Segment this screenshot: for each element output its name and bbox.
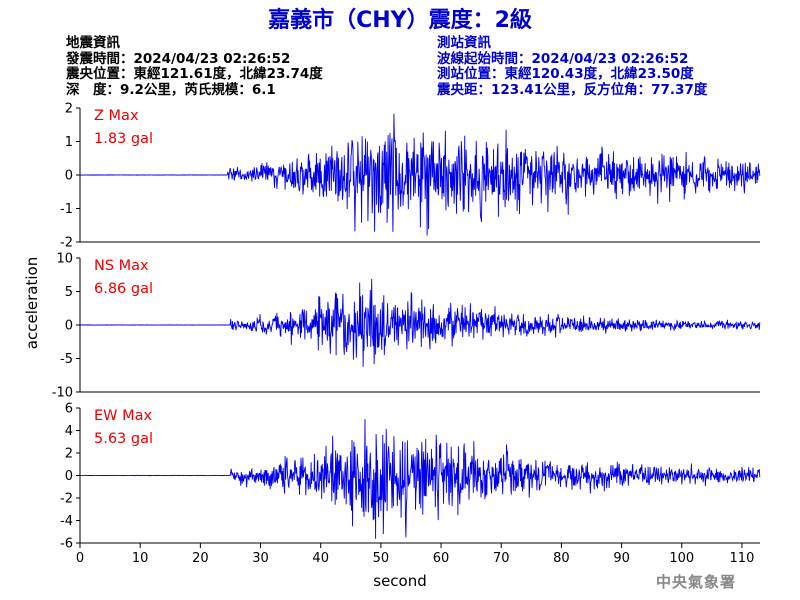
max-title-z: Z Max	[94, 108, 139, 124]
y-tick-label: 0	[65, 469, 73, 484]
quake-info-heading: 地震資訊	[66, 35, 120, 51]
station-location: 測站位置：東經120.43度，北緯23.50度	[437, 66, 694, 82]
x-tick-label: 80	[553, 551, 570, 566]
y-tick-label: 2	[65, 447, 73, 462]
panel-z: 2 1 0 -1 -2 Z Max 1.83 gal	[60, 102, 761, 251]
trace-ew	[79, 419, 761, 539]
x-tick-label: 60	[433, 551, 450, 566]
x-tick-label: 20	[192, 551, 209, 566]
x-axis-label: second	[373, 572, 427, 590]
max-value-ew: 5.63 gal	[94, 431, 153, 447]
depth-magnitude: 深 度：9.2公里，芮氏規模：6.1	[66, 81, 276, 98]
distance-azimuth: 震央距：123.41公里，反方位角：77.37度	[437, 81, 708, 98]
x-tick-label: 50	[373, 551, 390, 566]
x-tick-label: 110	[730, 551, 755, 566]
origin-time: 發震時間：2024/04/23 02:26:52	[66, 50, 291, 67]
y-tick-label: 5	[65, 285, 73, 300]
x-tick-label: 10	[132, 551, 149, 566]
x-tick-label: 70	[493, 551, 510, 566]
y-tick-label: -4	[60, 514, 73, 529]
y-tick-label: -1	[60, 202, 73, 217]
y-axis-label: acceleration	[23, 257, 41, 349]
y-tick-label: 6	[65, 402, 73, 417]
x-tick-label: 30	[252, 551, 269, 566]
y-tick-label: 0	[65, 169, 73, 184]
agency-name: 中央氣象署	[656, 573, 737, 591]
y-tick-label: -2	[60, 492, 73, 507]
panel-ew: 6 4 2 0 -2 -4 -6 EW Max 5.63 gal	[60, 402, 761, 552]
trace-ns	[79, 278, 761, 367]
y-tick-label: 0	[65, 319, 73, 334]
y-tick-label: -10	[52, 386, 73, 401]
page-title: 嘉義市（CHY）震度：2級	[268, 8, 532, 33]
y-tick-label: 4	[65, 424, 73, 439]
y-tick-label: 10	[56, 252, 73, 267]
quake-info-block: 地震資訊 發震時間：2024/04/23 02:26:52 震央位置：東經121…	[66, 35, 323, 98]
station-info-block: 測站資訊 波線起始時間：2024/04/23 02:26:52 測站位置：東經1…	[437, 35, 708, 98]
y-tick-label: -2	[60, 236, 73, 251]
max-value-z: 1.83 gal	[94, 131, 153, 147]
y-tick-label: 2	[65, 102, 73, 117]
max-title-ns: NS Max	[94, 258, 149, 274]
epicenter-location: 震央位置：東經121.61度，北緯23.74度	[66, 66, 323, 82]
x-tick-label: 40	[312, 551, 329, 566]
max-title-ew: EW Max	[94, 408, 153, 424]
x-tick-label: 100	[669, 551, 694, 566]
trace-z	[80, 113, 761, 236]
station-info-heading: 測站資訊	[437, 35, 491, 51]
x-tick-label: 0	[76, 551, 84, 566]
y-tick-label: -5	[60, 352, 73, 367]
wave-start-time: 波線起始時間：2024/04/23 02:26:52	[437, 50, 689, 67]
max-value-ns: 6.86 gal	[94, 281, 153, 297]
x-tick-label: 90	[613, 551, 630, 566]
y-tick-label: 1	[65, 135, 73, 150]
panel-ns: 10 5 0 -5 -10 NS Max 6.86 gal	[52, 252, 761, 401]
y-tick-label: -6	[60, 537, 73, 552]
